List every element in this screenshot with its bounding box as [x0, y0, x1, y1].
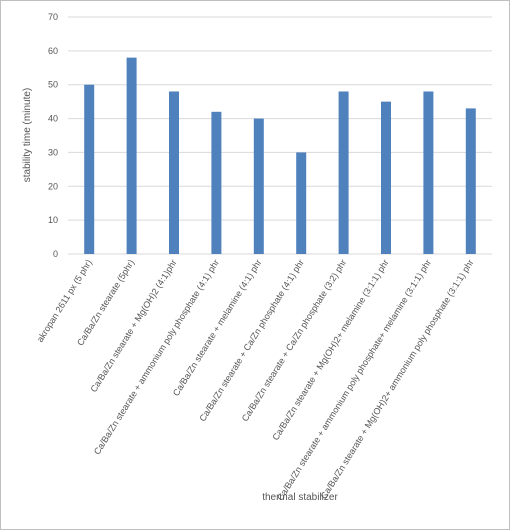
y-tick-label: 50 [48, 80, 58, 90]
y-axis-title: stability time (minute) [22, 88, 33, 182]
bar [211, 111, 222, 254]
bar [126, 57, 137, 254]
bar [338, 91, 349, 254]
y-tick-label: 20 [48, 181, 58, 191]
bar [465, 108, 476, 255]
x-axis-title: thermal stabilizer [262, 492, 338, 503]
bar [253, 118, 264, 254]
y-tick-label: 60 [48, 46, 58, 56]
bar [84, 84, 95, 254]
y-tick-label: 40 [48, 114, 58, 124]
bar [296, 152, 307, 254]
bar [381, 101, 391, 255]
bar [423, 91, 434, 254]
y-tick-label: 30 [48, 147, 58, 157]
y-tick-label: 0 [53, 249, 58, 259]
y-tick-label: 70 [48, 12, 58, 22]
bar [169, 91, 179, 254]
y-tick-label: 10 [48, 215, 58, 225]
